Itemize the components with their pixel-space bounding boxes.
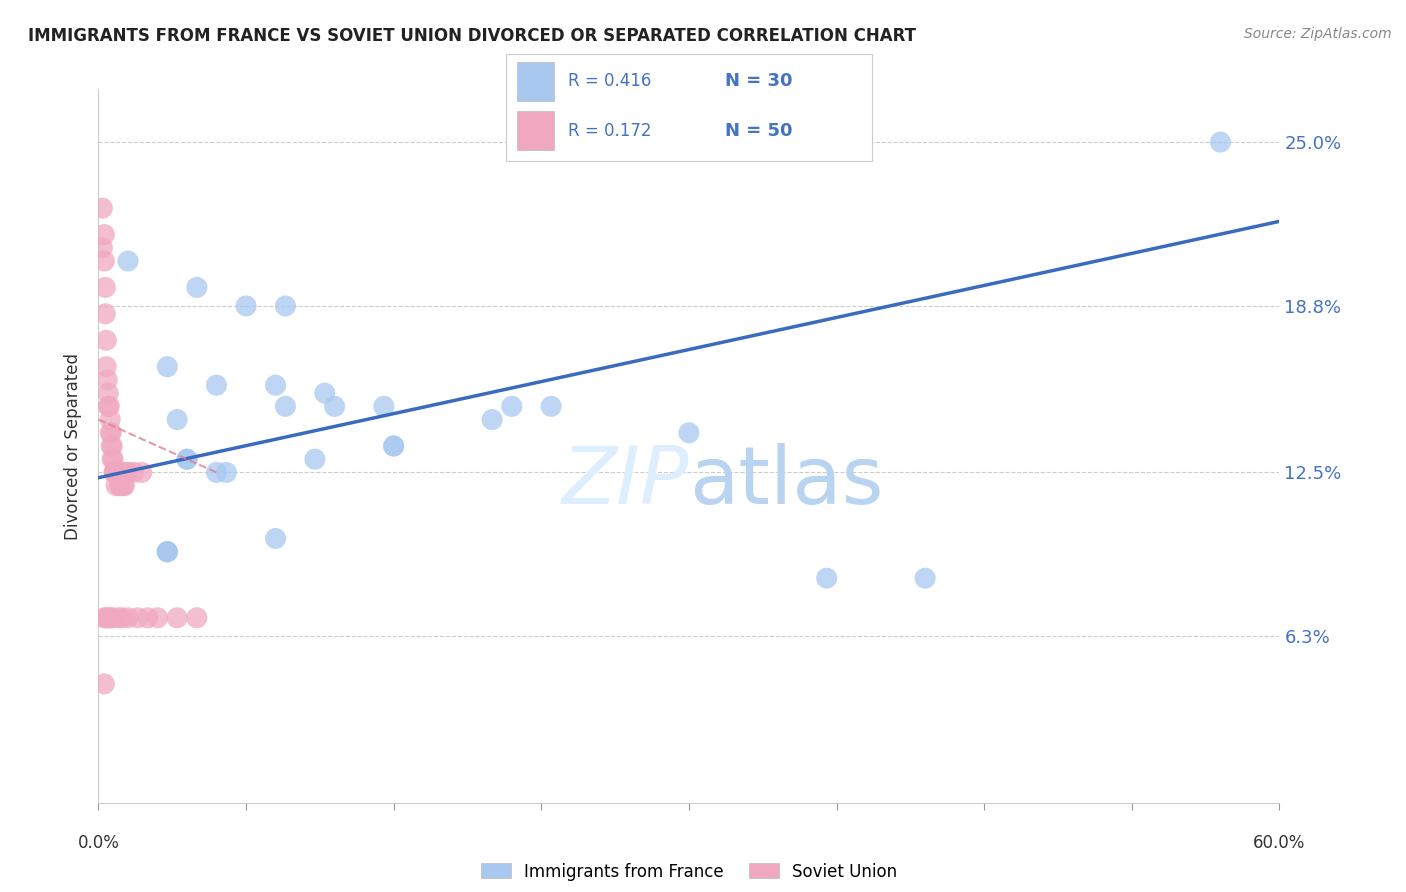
Point [914, 571, 936, 585]
Point [117, 466, 139, 480]
Point [93, 611, 115, 625]
Point [122, 466, 145, 480]
Point [186, 280, 208, 294]
Point [91, 241, 114, 255]
Point [274, 400, 297, 414]
Point [97, 400, 120, 414]
Legend: Immigrants from France, Soviet Union: Immigrants from France, Soviet Union [474, 856, 904, 888]
Text: Source: ZipAtlas.com: Source: ZipAtlas.com [1244, 27, 1392, 41]
Text: IMMIGRANTS FROM FRANCE VS SOVIET UNION DIVORCED OR SEPARATED CORRELATION CHART: IMMIGRANTS FROM FRANCE VS SOVIET UNION D… [28, 27, 917, 45]
Point [131, 466, 153, 480]
Point [176, 452, 198, 467]
Point [540, 400, 562, 414]
Point [103, 466, 125, 480]
Point [111, 611, 134, 625]
Text: atlas: atlas [689, 442, 883, 521]
Point [97, 611, 120, 625]
Point [96, 333, 118, 347]
Point [91, 201, 114, 215]
Text: ZIP: ZIP [561, 442, 689, 521]
Point [166, 611, 188, 625]
Point [156, 545, 179, 559]
Point [156, 545, 179, 559]
Point [274, 299, 297, 313]
Text: R = 0.172: R = 0.172 [568, 121, 652, 139]
Point [382, 439, 405, 453]
Point [98, 425, 121, 440]
Text: 60.0%: 60.0% [1253, 834, 1306, 852]
Point [117, 466, 139, 480]
Point [264, 378, 287, 392]
Text: N = 50: N = 50 [725, 121, 793, 139]
Point [107, 466, 129, 480]
Point [166, 412, 188, 426]
Point [107, 611, 129, 625]
Point [96, 611, 118, 625]
Point [108, 478, 131, 492]
Point [215, 466, 238, 480]
Point [176, 452, 198, 467]
Point [93, 227, 115, 242]
Point [127, 611, 149, 625]
Point [186, 611, 208, 625]
Point [501, 400, 523, 414]
Point [146, 611, 169, 625]
Point [98, 400, 121, 414]
Point [264, 532, 287, 546]
Point [156, 359, 179, 374]
Point [304, 452, 326, 467]
Bar [517, 62, 554, 101]
Point [117, 254, 139, 268]
Point [112, 478, 135, 492]
Point [481, 412, 503, 426]
Point [101, 611, 124, 625]
Point [205, 378, 228, 392]
Bar [517, 112, 554, 150]
Point [94, 280, 117, 294]
Point [815, 571, 838, 585]
Point [205, 466, 228, 480]
Text: 0.0%: 0.0% [77, 834, 120, 852]
Point [101, 439, 124, 453]
Point [104, 466, 127, 480]
Point [105, 466, 128, 480]
Point [382, 439, 405, 453]
Point [117, 611, 139, 625]
Point [111, 466, 134, 480]
Text: R = 0.416: R = 0.416 [568, 72, 651, 90]
Y-axis label: Divorced or Separated: Divorced or Separated [65, 352, 83, 540]
Point [323, 400, 346, 414]
Point [103, 452, 125, 467]
Point [105, 478, 128, 492]
Point [136, 611, 159, 625]
Point [101, 452, 124, 467]
Point [100, 425, 122, 440]
Point [678, 425, 700, 440]
Point [96, 373, 118, 387]
Point [112, 478, 135, 492]
Point [97, 386, 120, 401]
Point [98, 611, 121, 625]
Point [103, 466, 125, 480]
Point [93, 254, 115, 268]
Point [93, 677, 115, 691]
Point [100, 439, 122, 453]
Point [94, 307, 117, 321]
Point [235, 299, 257, 313]
Text: N = 30: N = 30 [725, 72, 793, 90]
Point [314, 386, 336, 401]
Point [108, 478, 131, 492]
Point [98, 412, 121, 426]
Point [373, 400, 395, 414]
Point [107, 466, 129, 480]
Point [1209, 135, 1232, 149]
Point [107, 466, 129, 480]
Point [96, 359, 118, 374]
Point [156, 545, 179, 559]
